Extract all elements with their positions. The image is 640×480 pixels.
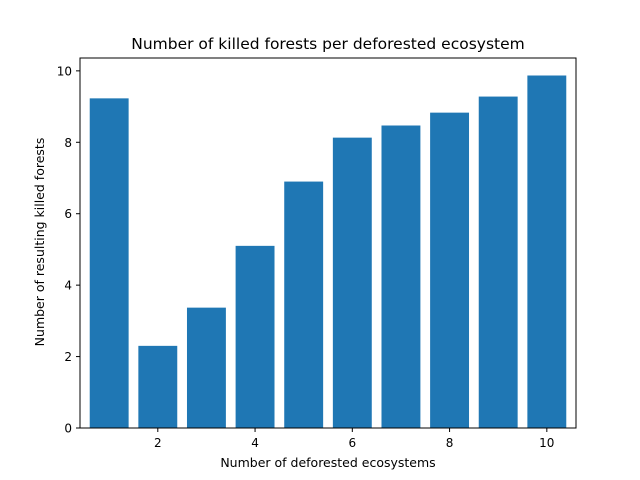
x-axis-label: Number of deforested ecosystems: [220, 455, 435, 470]
plot-frame: [79, 57, 577, 429]
x-tick-label: 8: [446, 436, 454, 450]
bar-8: [430, 112, 470, 429]
bars-group: [89, 75, 567, 429]
y-axis-ticks: 0 2 4 6 8 10: [57, 64, 80, 436]
bar-3: [186, 307, 226, 428]
bar-4: [235, 245, 275, 428]
x-tick-label: 2: [154, 436, 162, 450]
x-tick-label: 4: [251, 436, 259, 450]
bar-6: [332, 137, 372, 428]
bar-7: [381, 125, 421, 428]
y-tick-label: 2: [64, 350, 72, 364]
chart-title: Number of killed forests per deforested …: [131, 35, 525, 53]
y-axis-label: Number of resulting killed forests: [32, 138, 47, 347]
bar-10: [527, 75, 567, 428]
bar-1: [89, 98, 129, 428]
y-tick-label: 4: [64, 279, 72, 293]
x-tick-label: 6: [348, 436, 356, 450]
y-tick-label: 6: [64, 207, 72, 221]
x-axis-ticks: 2 4 6 8 10: [154, 428, 554, 450]
bar-9: [478, 96, 518, 429]
x-tick-label: 10: [539, 436, 554, 450]
y-tick-label: 8: [64, 136, 72, 150]
bar-5: [284, 181, 324, 428]
bar-2: [138, 345, 178, 428]
y-tick-label: 10: [57, 64, 72, 78]
y-tick-label: 0: [64, 422, 72, 436]
